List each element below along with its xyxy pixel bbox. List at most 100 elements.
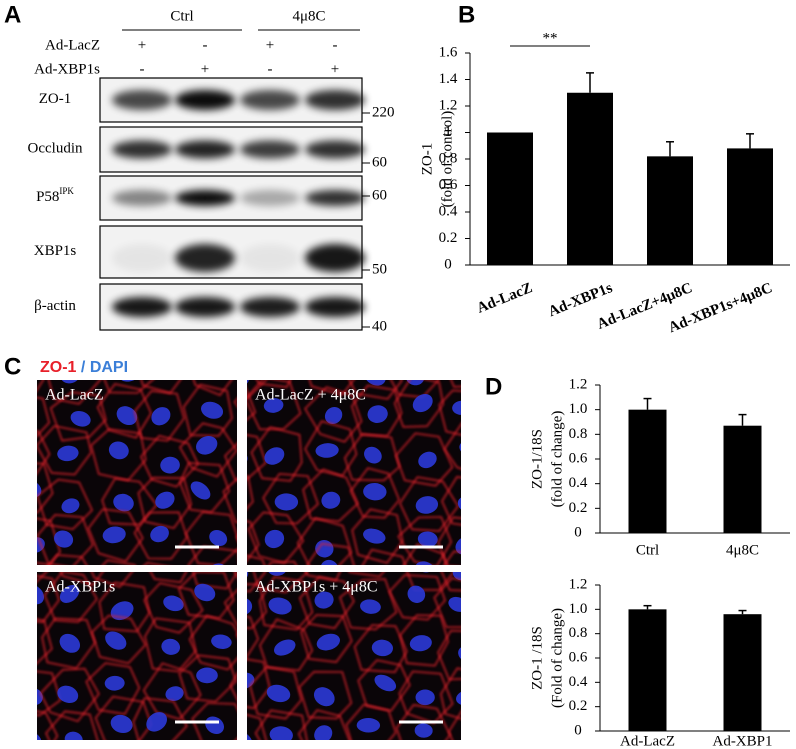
cell-border [133,511,188,560]
cell-border [60,572,104,586]
nucleus [194,583,216,602]
blot-band [112,190,172,206]
nucleus [59,633,81,653]
cell-border [87,508,144,563]
cell-border [345,703,397,740]
band-label: XBP1s [34,243,77,259]
cell-border [140,434,199,488]
micrograph-cells [9,352,237,565]
cell-border [37,618,53,665]
cell-border [247,434,267,481]
nucleus [452,572,461,581]
micrograph-cells [4,547,237,740]
nucleus [409,635,432,652]
cell-border [222,477,237,523]
band-label: β-actin [34,298,76,314]
band-label: ZO-1 [39,91,72,107]
group-label: 4μ8C [292,8,325,24]
nucleus [364,446,382,464]
cell-border [101,477,158,526]
micrograph-label: Ad-LacZ [45,387,104,404]
y-tick-label: 1.2 [439,97,458,113]
nucleus [70,410,91,427]
blot-band [112,297,172,317]
nucleus [163,595,184,612]
cell-border [247,520,260,562]
lane-sign: - [140,61,145,77]
y-tick-label: 1.0 [569,601,588,617]
nucleus [266,684,291,703]
nucleus [407,585,426,603]
nucleus [105,631,127,650]
y-tick-label: 0.6 [569,649,588,665]
separator: / [81,359,86,376]
nucleus [320,559,339,565]
cell-border [37,574,60,623]
blot-band [240,140,300,159]
nucleus [199,352,225,376]
y-tick-label: 0.4 [569,674,588,690]
lane-sign: - [203,37,208,53]
nucleus [247,672,255,690]
micrograph-label: Ad-XBP1s + 4μ8C [255,579,378,596]
nucleus [412,393,433,413]
cell-border [235,534,237,541]
nucleus [160,456,180,474]
blot-band [175,90,235,110]
blot-band [175,140,235,159]
stain-red: ZO-1 [40,359,77,376]
cell-border [37,478,94,531]
cell-border [440,667,461,720]
nucleus [9,406,34,430]
blot-band [305,90,365,110]
nucleus [321,491,341,509]
nucleus [415,689,435,706]
x-tick-label: Ctrl [636,542,659,558]
cell-border [437,516,461,565]
cell-border [96,383,153,439]
cell-border [256,380,292,388]
band-name: P58 [36,189,59,205]
cell-border [433,577,461,628]
blot-band [305,244,365,272]
cell-border [399,614,449,667]
cell-border [133,390,185,442]
bar [567,92,613,265]
cell-border [349,467,401,519]
nucleus [418,451,437,469]
cell-border [406,572,455,591]
cell-border [298,575,355,630]
cell-border [438,389,461,436]
cell-border [351,508,404,564]
nucleus [360,599,381,614]
nucleus [61,498,80,514]
nucleus [363,528,386,544]
cell-border [142,662,202,721]
bar [723,614,762,731]
nucleus [367,405,388,423]
micrograph-label: Ad-LacZ + 4μ8C [255,387,366,404]
cell-border [37,710,59,740]
nucleus [4,547,33,574]
treatment-label: Ad-LacZ [45,37,100,53]
cell-border [361,548,407,565]
y-axis-label: ZO-1 /18S [529,626,545,690]
cell-border [49,391,107,442]
bar [723,425,762,533]
nucleus [10,439,37,465]
blot-band [305,297,365,317]
nucleus [374,674,397,692]
stain-blue: DAPI [90,359,128,376]
cell-border [304,386,363,443]
y-tick-label: 0 [444,256,452,272]
nucleus [165,686,184,701]
nucleus [466,724,490,748]
cell-border [343,433,401,482]
cell-border [37,670,62,717]
cell-border [39,667,100,723]
band-label: Occludin [28,141,83,157]
nucleus [196,436,218,455]
cell-border [132,697,188,740]
stain-legend: ZO-1 / DAPI [40,359,128,376]
cell-border [233,398,237,407]
